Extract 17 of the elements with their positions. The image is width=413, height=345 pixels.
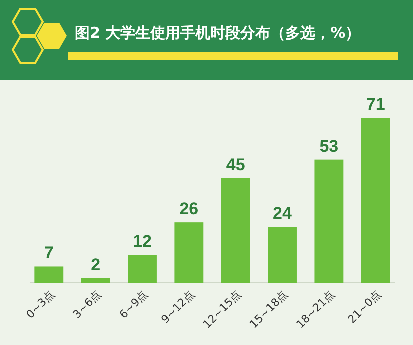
bar [34, 266, 64, 283]
data-label: 7 [44, 244, 54, 263]
bar [128, 255, 157, 283]
bar [221, 178, 250, 283]
bar [81, 278, 110, 283]
bar [361, 118, 390, 283]
data-label: 12 [133, 232, 152, 252]
bar [268, 227, 297, 283]
data-label: 2 [91, 255, 101, 274]
data-label: 71 [366, 95, 386, 114]
bar [174, 222, 204, 283]
data-label: 45 [226, 155, 246, 174]
data-label: 53 [320, 136, 339, 156]
data-label: 26 [180, 200, 199, 219]
chart-title: 图2 大学生使用手机时段分布（多选，%） [75, 24, 361, 42]
bar [314, 160, 344, 283]
data-label: 24 [273, 204, 293, 224]
